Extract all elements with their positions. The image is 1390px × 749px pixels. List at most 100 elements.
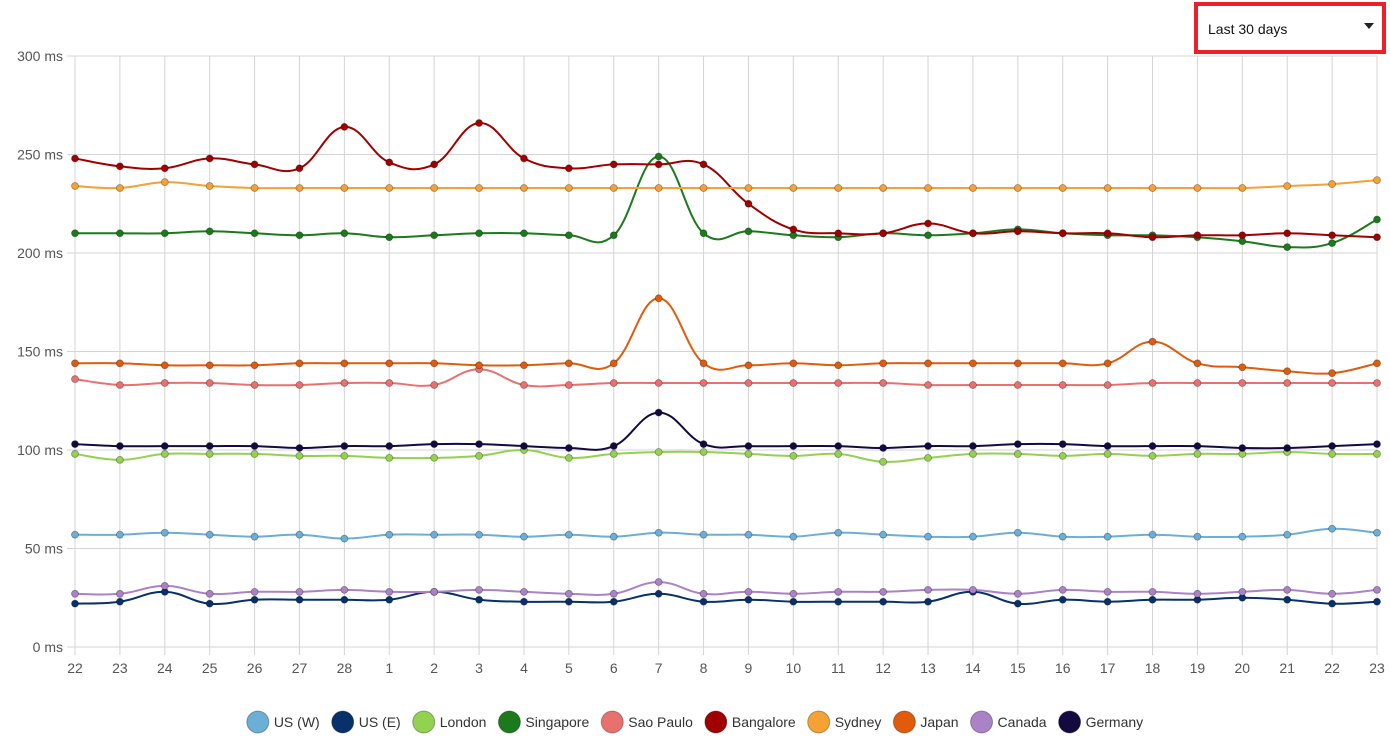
data-point[interactable] bbox=[71, 182, 79, 190]
data-point[interactable] bbox=[385, 379, 394, 387]
data-point[interactable] bbox=[789, 532, 798, 541]
data-point[interactable] bbox=[744, 595, 753, 604]
data-point[interactable] bbox=[1103, 587, 1112, 596]
data-point[interactable] bbox=[564, 381, 573, 389]
legend-item[interactable]: Germany bbox=[1058, 710, 1144, 734]
legend-item[interactable]: Bangalore bbox=[704, 710, 796, 734]
data-point[interactable] bbox=[1283, 585, 1292, 594]
data-point[interactable] bbox=[1013, 359, 1022, 368]
data-point[interactable] bbox=[475, 585, 483, 594]
data-point[interactable] bbox=[385, 530, 394, 539]
data-point[interactable] bbox=[475, 440, 483, 448]
data-point[interactable] bbox=[1013, 599, 1022, 608]
data-point[interactable] bbox=[1373, 233, 1381, 242]
data-point[interactable] bbox=[969, 229, 977, 238]
data-point[interactable] bbox=[969, 381, 977, 389]
data-point[interactable] bbox=[520, 442, 528, 450]
data-point[interactable] bbox=[1013, 450, 1022, 458]
data-point[interactable] bbox=[834, 229, 843, 238]
data-point[interactable] bbox=[250, 442, 259, 450]
data-point[interactable] bbox=[205, 361, 214, 370]
data-point[interactable] bbox=[71, 359, 79, 368]
data-point[interactable] bbox=[1058, 532, 1067, 541]
data-point[interactable] bbox=[1238, 587, 1247, 596]
data-point[interactable] bbox=[520, 597, 528, 606]
data-point[interactable] bbox=[924, 532, 932, 541]
legend-item[interactable]: Canada bbox=[970, 710, 1047, 734]
data-point[interactable] bbox=[834, 528, 843, 537]
data-point[interactable] bbox=[1373, 359, 1381, 368]
data-point[interactable] bbox=[1238, 363, 1247, 372]
data-point[interactable] bbox=[430, 453, 439, 462]
data-point[interactable] bbox=[1193, 442, 1202, 450]
data-point[interactable] bbox=[699, 184, 708, 192]
data-point[interactable] bbox=[475, 184, 483, 192]
data-point[interactable] bbox=[834, 361, 843, 370]
data-point[interactable] bbox=[160, 450, 169, 458]
data-point[interactable] bbox=[744, 442, 753, 450]
data-point[interactable] bbox=[699, 440, 708, 448]
data-point[interactable] bbox=[520, 229, 528, 238]
data-point[interactable] bbox=[1058, 359, 1067, 368]
data-point[interactable] bbox=[115, 381, 124, 389]
data-point[interactable] bbox=[924, 597, 932, 606]
data-point[interactable] bbox=[654, 589, 663, 598]
data-point[interactable] bbox=[520, 532, 528, 541]
data-point[interactable] bbox=[654, 408, 663, 417]
data-point[interactable] bbox=[609, 532, 618, 541]
data-point[interactable] bbox=[1373, 379, 1381, 387]
legend-item[interactable]: Sao Paulo bbox=[600, 710, 693, 734]
data-point[interactable] bbox=[1148, 595, 1157, 604]
data-point[interactable] bbox=[340, 359, 349, 368]
data-point[interactable] bbox=[924, 585, 932, 594]
data-point[interactable] bbox=[564, 184, 573, 192]
data-point[interactable] bbox=[295, 587, 304, 596]
data-point[interactable] bbox=[115, 184, 124, 192]
data-point[interactable] bbox=[699, 597, 708, 606]
data-point[interactable] bbox=[834, 379, 843, 387]
data-point[interactable] bbox=[340, 534, 349, 543]
data-point[interactable] bbox=[1328, 180, 1337, 188]
data-point[interactable] bbox=[1283, 444, 1292, 452]
data-point[interactable] bbox=[430, 359, 439, 368]
data-point[interactable] bbox=[250, 160, 259, 169]
data-point[interactable] bbox=[1373, 215, 1381, 224]
data-point[interactable] bbox=[1103, 597, 1112, 606]
data-point[interactable] bbox=[609, 589, 618, 598]
data-point[interactable] bbox=[879, 457, 888, 466]
data-point[interactable] bbox=[115, 455, 124, 464]
data-point[interactable] bbox=[295, 184, 304, 192]
data-point[interactable] bbox=[1283, 182, 1292, 190]
data-point[interactable] bbox=[1013, 227, 1022, 236]
data-point[interactable] bbox=[1373, 528, 1381, 537]
data-point[interactable] bbox=[564, 589, 573, 598]
data-point[interactable] bbox=[1013, 528, 1022, 537]
data-point[interactable] bbox=[1373, 440, 1381, 448]
data-point[interactable] bbox=[430, 160, 439, 169]
data-point[interactable] bbox=[879, 530, 888, 539]
data-point[interactable] bbox=[699, 448, 708, 456]
data-point[interactable] bbox=[250, 595, 259, 604]
data-point[interactable] bbox=[1103, 359, 1112, 368]
data-point[interactable] bbox=[564, 444, 573, 452]
data-point[interactable] bbox=[969, 184, 977, 192]
data-point[interactable] bbox=[1148, 442, 1157, 450]
data-point[interactable] bbox=[834, 184, 843, 192]
data-point[interactable] bbox=[744, 530, 753, 539]
data-point[interactable] bbox=[1193, 184, 1202, 192]
data-point[interactable] bbox=[250, 361, 259, 370]
data-point[interactable] bbox=[475, 361, 483, 370]
data-point[interactable] bbox=[924, 219, 932, 228]
data-point[interactable] bbox=[654, 152, 663, 161]
data-point[interactable] bbox=[385, 453, 394, 462]
data-point[interactable] bbox=[1328, 599, 1337, 608]
legend-item[interactable]: US (E) bbox=[331, 710, 401, 734]
data-point[interactable] bbox=[969, 532, 977, 541]
data-point[interactable] bbox=[744, 450, 753, 458]
legend-item[interactable]: London bbox=[412, 710, 487, 734]
data-point[interactable] bbox=[744, 184, 753, 192]
data-point[interactable] bbox=[924, 442, 932, 450]
data-point[interactable] bbox=[609, 442, 618, 450]
data-point[interactable] bbox=[205, 589, 214, 598]
data-point[interactable] bbox=[879, 229, 888, 238]
